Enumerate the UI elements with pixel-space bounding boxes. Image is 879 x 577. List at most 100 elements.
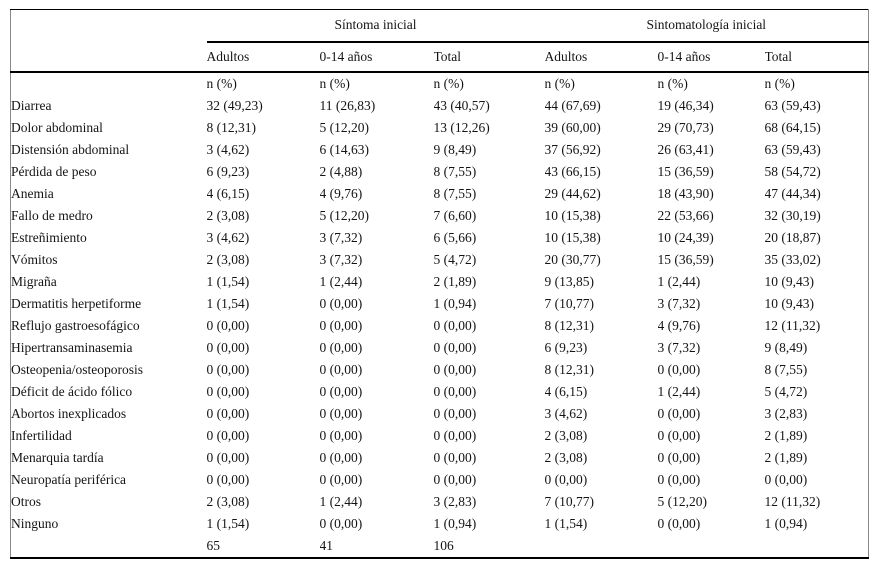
data-cell: 0 (0,00) — [433, 383, 477, 399]
data-cell: 2 (3,08) — [206, 207, 250, 223]
table-row: Infertilidad 0 (0,00) 0 (0,00) 0 (0,00) 2 (3… — [11, 425, 869, 447]
data-cell: 8 (7,55) — [764, 361, 808, 377]
data-cell: 10 (15,38) — [544, 229, 601, 245]
data-cell: 0 (0,00) — [206, 361, 250, 377]
data-cell: 3 (4,62) — [206, 229, 250, 245]
data-cell: 0 (0,00) — [657, 515, 701, 531]
data-cell: 4 (6,15) — [544, 383, 588, 399]
group-header-row: Síntoma inicial Sintomatología inicial — [11, 9, 869, 43]
column-header-ninos-2: 0-14 años — [657, 41, 765, 73]
group-header-sintoma-inicial: Síntoma inicial — [206, 9, 545, 43]
row-label: Pérdida de peso — [11, 163, 97, 179]
data-cell: 3 (4,62) — [206, 141, 250, 157]
table-row: Déficit de ácido fólico 0 (0,00) 0 (0,00) 0… — [11, 381, 869, 403]
row-label: Anemia — [11, 185, 54, 201]
data-cell: 12 (11,32) — [764, 317, 821, 333]
data-cell: 1 (2,44) — [319, 273, 363, 289]
column-header-total-2: Total — [764, 41, 869, 73]
data-cell: 0 (0,00) — [206, 339, 250, 355]
data-cell: 0 (0,00) — [764, 471, 808, 487]
data-cell: 0 (0,00) — [433, 339, 477, 355]
row-label: Neuropatía periférica — [11, 471, 127, 487]
data-cell: 2 (1,89) — [764, 449, 808, 465]
data-cell: 13 (12,26) — [433, 119, 490, 135]
data-cell: 0 (0,00) — [657, 471, 701, 487]
row-label: Hipertransaminasemia — [11, 339, 133, 355]
data-cell: 10 (15,38) — [544, 207, 601, 223]
data-cell: 1 (2,44) — [319, 493, 363, 509]
data-cell: 58 (54,72) — [764, 163, 821, 179]
table-row: Estreñimiento 3 (4,62) 3 (7,32) 6 (5,66) 10 … — [11, 227, 869, 249]
data-cell: 0 (0,00) — [319, 317, 363, 333]
table-row: Distensión abdominal 3 (4,62) 6 (14,63) 9 (… — [11, 139, 869, 161]
data-cell: 9 (8,49) — [764, 339, 808, 355]
data-cell: 5 (12,20) — [319, 207, 370, 223]
data-cell: 6 (9,23) — [544, 339, 588, 355]
data-cell: 9 (13,85) — [544, 273, 595, 289]
table-row: Menarquia tardía 0 (0,00) 0 (0,00) 0 (0,00)… — [11, 447, 869, 469]
data-cell: 0 (0,00) — [319, 427, 363, 443]
data-cell: 37 (56,92) — [544, 141, 601, 157]
group-header-sintomatologia-inicial: Sintomatología inicial — [544, 9, 869, 43]
data-cell: 0 (0,00) — [433, 361, 477, 377]
table-row: Anemia 4 (6,15) 4 (9,76) 8 (7,55) 29 (44,62)… — [11, 183, 869, 205]
data-cell: 11 (26,83) — [319, 97, 376, 113]
data-cell: 1 (0,94) — [433, 295, 477, 311]
row-label: Otros — [11, 493, 41, 509]
data-cell: 1 (1,54) — [206, 273, 250, 289]
data-cell: 5 (4,72) — [433, 251, 477, 267]
data-cell: 2 (3,08) — [544, 449, 588, 465]
data-cell: 29 (70,73) — [657, 119, 714, 135]
data-cell: 26 (63,41) — [657, 141, 714, 157]
column-header-adultos-2: Adultos — [544, 41, 658, 73]
data-cell: 0 (0,00) — [433, 405, 477, 421]
table-row: Dolor abdominal 8 (12,31) 5 (12,20) 13 (12,… — [11, 117, 869, 139]
table-row: Migraña 1 (1,54) 1 (2,44) 2 (1,89) 9 (13,85)… — [11, 271, 869, 293]
data-cell: 4 (6,15) — [206, 185, 250, 201]
row-label: Vómitos — [11, 251, 58, 267]
column-header-total-1: Total — [433, 41, 545, 73]
data-cell: 0 (0,00) — [433, 317, 477, 333]
data-cell: 1 (1,54) — [206, 515, 250, 531]
data-cell: 0 (0,00) — [657, 405, 701, 421]
data-cell: 106 — [433, 537, 454, 553]
totals-row: 65 41 106 — [11, 535, 869, 558]
data-cell: 63 (59,43) — [764, 141, 821, 157]
data-cell: 20 (30,77) — [544, 251, 601, 267]
data-cell: 15 (36,59) — [657, 251, 714, 267]
data-cell: 6 (9,23) — [206, 163, 250, 179]
data-cell: 7 (10,77) — [544, 493, 595, 509]
row-label: Dermatitis herpetiforme — [11, 295, 142, 311]
table-row: Diarrea 32 (49,23) 11 (26,83) 43 (40,57) 44 … — [11, 95, 869, 117]
stub-header-cell — [11, 10, 207, 42]
unit-cell: n (%) — [206, 75, 237, 91]
data-cell: 4 (9,76) — [319, 185, 363, 201]
table-row: Abortos inexplicados 0 (0,00) 0 (0,00) 0 (0… — [11, 403, 869, 425]
data-cell: 6 (5,66) — [433, 229, 477, 245]
data-cell: 44 (67,69) — [544, 97, 601, 113]
data-cell: 41 — [319, 537, 334, 553]
data-cell: 3 (2,83) — [764, 405, 808, 421]
unit-cell: n (%) — [544, 75, 575, 91]
data-cell: 10 (9,43) — [764, 295, 815, 311]
data-cell: 3 (7,32) — [657, 339, 701, 355]
data-cell: 4 (9,76) — [657, 317, 701, 333]
unit-cell: n (%) — [764, 75, 795, 91]
stub-header-cell — [10, 41, 207, 73]
data-cell: 1 (1,54) — [206, 295, 250, 311]
data-cell: 1 (2,44) — [657, 273, 701, 289]
table-row: Vómitos 2 (3,08) 3 (7,32) 5 (4,72) 20 (30,77… — [11, 249, 869, 271]
data-cell: 0 (0,00) — [319, 471, 363, 487]
data-cell: 43 (66,15) — [544, 163, 601, 179]
data-cell: 2 (4,88) — [319, 163, 363, 179]
unit-cell: n (%) — [433, 75, 464, 91]
table-row: Ninguno 1 (1,54) 0 (0,00) 1 (0,94) 1 (1,54) 0… — [11, 513, 869, 535]
data-cell: 3 (2,83) — [433, 493, 477, 509]
data-cell: 2 (3,08) — [544, 427, 588, 443]
table-row: Reflujo gastroesofágico 0 (0,00) 0 (0,00) 0… — [11, 315, 869, 337]
data-cell: 0 (0,00) — [206, 317, 250, 333]
table-row: Osteopenia/osteoporosis 0 (0,00) 0 (0,00) 0… — [11, 359, 869, 381]
data-cell — [765, 535, 869, 558]
data-cell: 47 (44,34) — [764, 185, 821, 201]
data-cell: 0 (0,00) — [433, 449, 477, 465]
